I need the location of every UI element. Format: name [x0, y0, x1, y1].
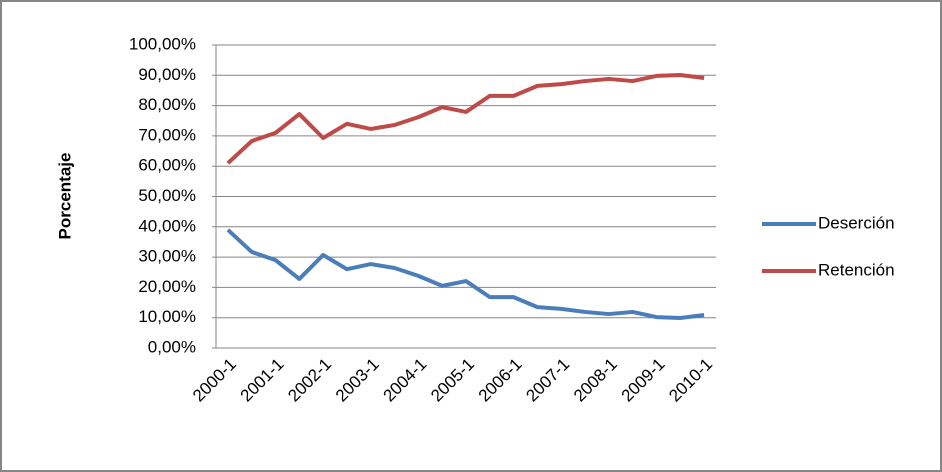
y-tick-label: 50,00% — [138, 186, 196, 205]
legend-label: Retención — [818, 260, 895, 279]
y-axis-label: Porcentaje — [55, 153, 74, 240]
legend-label: Deserción — [818, 213, 895, 232]
y-tick-label: 0,00% — [148, 337, 196, 356]
data-line — [226, 72, 705, 165]
y-tick-label: 60,00% — [138, 156, 196, 175]
y-tick-label: 20,00% — [138, 277, 196, 296]
y-tick-label: 70,00% — [138, 125, 196, 144]
data-line — [226, 228, 705, 321]
y-tick-label: 30,00% — [138, 247, 196, 266]
y-tick-label: 10,00% — [138, 307, 196, 326]
y-tick-label: 40,00% — [138, 216, 196, 235]
y-tick-label: 90,00% — [138, 65, 196, 84]
y-tick-label: 100,00% — [129, 34, 196, 53]
y-tick-label: 80,00% — [138, 95, 196, 114]
